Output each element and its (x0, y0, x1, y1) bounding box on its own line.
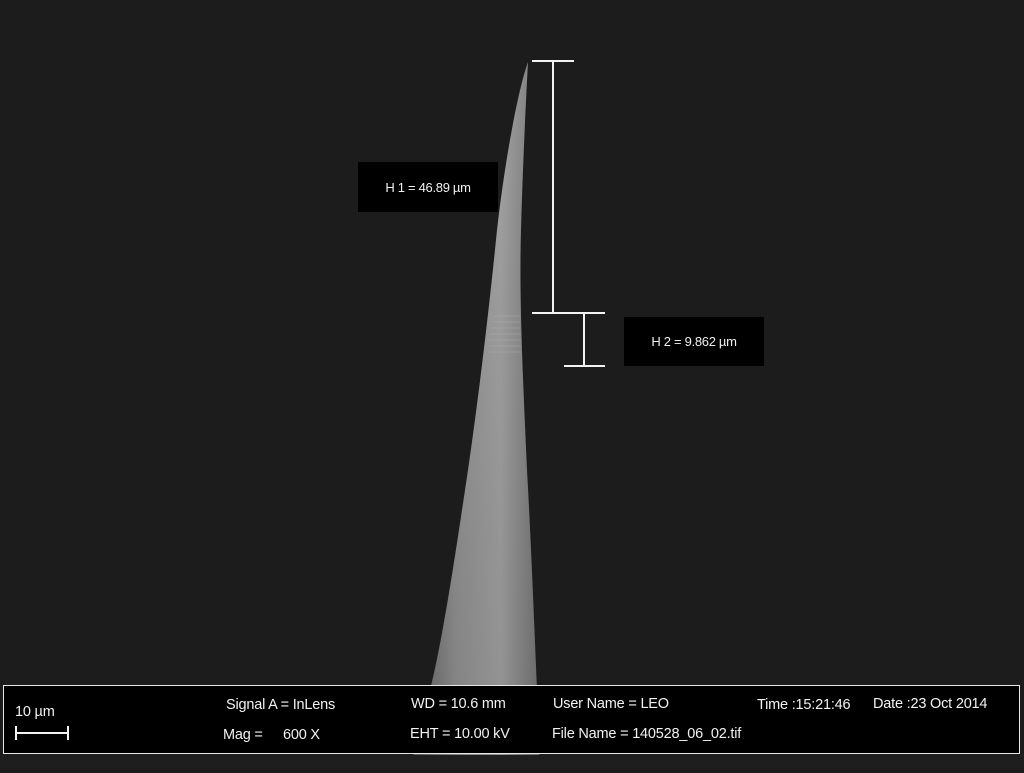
scale-bar-label: 10 µm (15, 704, 55, 720)
mag-value: 600 X (283, 727, 320, 743)
signal-readout: Signal A = InLens (226, 697, 336, 713)
file-name-readout: File Name = 140528_06_02.tif (552, 726, 742, 742)
working-distance-readout: WD = 10.6 mm (411, 696, 506, 712)
scale-bar-icon (15, 726, 69, 740)
measurement-label-h2: H 2 = 9.862 µm (624, 317, 764, 366)
date-readout: Date :23 Oct 2014 (873, 696, 988, 712)
sem-info-bar: 10 µm Signal A = InLens Mag = 600 X WD =… (3, 685, 1020, 754)
mag-label: Mag = (223, 727, 263, 743)
user-name-readout: User Name = LEO (553, 696, 669, 712)
eht-readout: EHT = 10.00 kV (410, 726, 510, 742)
measurement-label-h1: H 1 = 46.89 µm (358, 162, 498, 212)
time-readout: Time :15:21:46 (757, 697, 851, 713)
needle-shading (410, 62, 540, 768)
needle-striations (488, 315, 521, 353)
bottom-image-strip (0, 755, 1024, 768)
measurement-h2 (564, 312, 605, 367)
